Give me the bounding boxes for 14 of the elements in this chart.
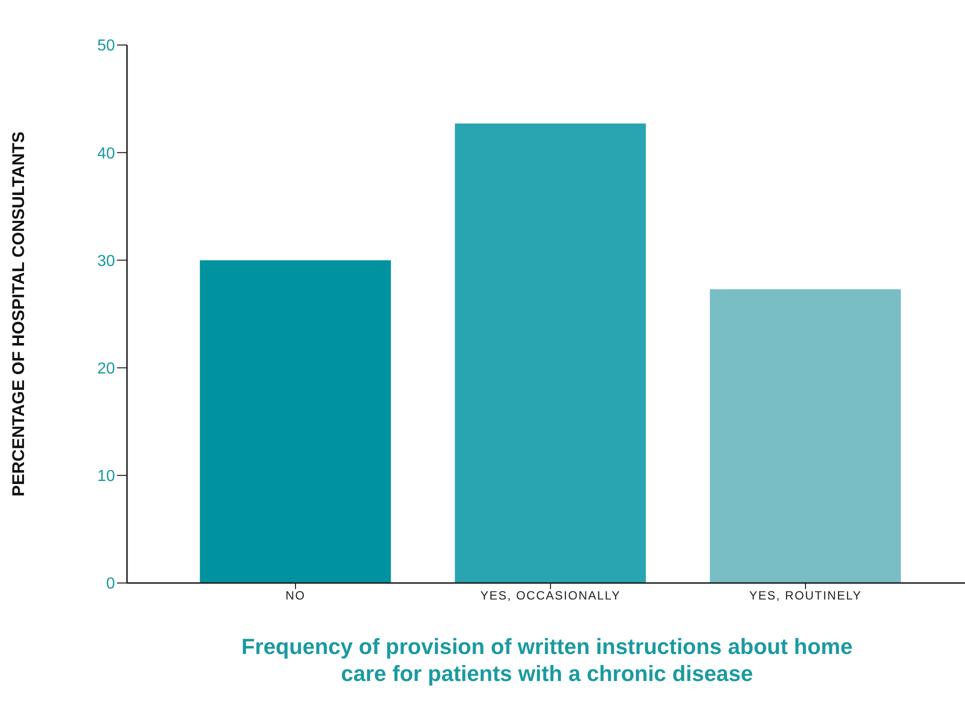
y-tick-label: 10 — [97, 468, 116, 486]
y-tick-label: 30 — [97, 252, 116, 270]
bar — [710, 289, 901, 583]
x-tick-label: NO — [286, 588, 306, 603]
x-axis-title: Frequency of provision of written instructions about home care for patients with a chronic disease — [240, 633, 854, 687]
bar — [200, 260, 391, 583]
bar — [454, 124, 646, 583]
x-tick-label: YES, OCCASIONALLY — [480, 588, 621, 603]
y-tick-label: 50 — [97, 38, 116, 55]
y-axis-title: PERCENTAGE OF HOSPITAL CONSULTANTS — [9, 132, 28, 496]
y-tick-label: 0 — [106, 576, 116, 593]
y-tick-label: 40 — [97, 145, 116, 162]
x-tick-label: YES, ROUTINELY — [749, 588, 862, 603]
y-tick-label: 20 — [97, 360, 116, 378]
